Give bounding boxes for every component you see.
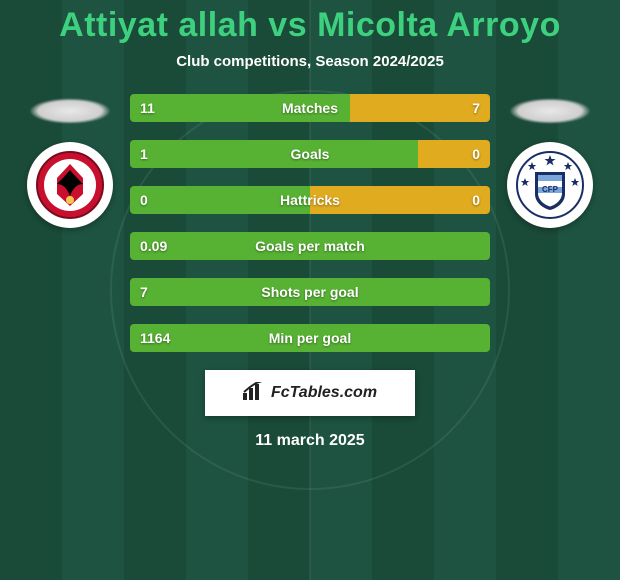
content-wrapper: Attiyat allah vs Micolta Arroyo Club com…: [0, 0, 620, 450]
stat-value-right: 0: [400, 192, 480, 208]
svg-text:CFP: CFP: [542, 185, 559, 194]
left-player-column: [20, 94, 120, 228]
fctables-logo-icon: [243, 382, 265, 405]
player-shadow-right: [509, 98, 591, 124]
stat-bar-overlay: 0.09Goals per match: [130, 232, 490, 260]
page-subtitle: Club competitions, Season 2024/2025: [176, 53, 444, 70]
stat-label: Min per goal: [220, 330, 400, 346]
right-club-badge: CFP: [507, 142, 593, 228]
pachuca-crest-icon: CFP: [515, 150, 585, 220]
right-player-column: CFP: [500, 94, 600, 228]
stat-bar-overlay: 1Goals0: [130, 140, 490, 168]
stats-bars-column: 11Matches71Goals00Hattricks00.09Goals pe…: [130, 94, 490, 352]
stat-value-right: 0: [400, 146, 480, 162]
stat-row: 0Hattricks0: [130, 186, 490, 214]
footer-date: 11 march 2025: [255, 432, 364, 450]
page-title: Attiyat allah vs Micolta Arroyo: [59, 6, 561, 45]
stat-label: Shots per goal: [220, 284, 400, 300]
player-shadow-left: [29, 98, 111, 124]
stat-bar-overlay: 11Matches7: [130, 94, 490, 122]
stat-label: Hattricks: [220, 192, 400, 208]
stat-row: 1Goals0: [130, 140, 490, 168]
stat-row: 0.09Goals per match: [130, 232, 490, 260]
left-club-badge: [27, 142, 113, 228]
footer-brand-badge: FcTables.com: [205, 370, 415, 416]
stat-bar-overlay: 7Shots per goal: [130, 278, 490, 306]
stat-value-right: 7: [400, 100, 480, 116]
stat-label: Goals per match: [220, 238, 400, 254]
stat-value-left: 0.09: [140, 238, 220, 254]
stat-bar-overlay: 0Hattricks0: [130, 186, 490, 214]
main-row: 11Matches71Goals00Hattricks00.09Goals pe…: [0, 94, 620, 352]
stat-value-left: 1: [140, 146, 220, 162]
stat-row: 7Shots per goal: [130, 278, 490, 306]
stat-label: Goals: [220, 146, 400, 162]
stat-value-left: 0: [140, 192, 220, 208]
stat-row: 11Matches7: [130, 94, 490, 122]
stat-label: Matches: [220, 100, 400, 116]
stat-bar-overlay: 1164Min per goal: [130, 324, 490, 352]
al-ahly-crest-icon: [35, 150, 105, 220]
stat-value-left: 7: [140, 284, 220, 300]
stat-value-left: 1164: [140, 330, 220, 346]
stat-row: 1164Min per goal: [130, 324, 490, 352]
stat-value-left: 11: [140, 100, 220, 116]
footer-brand-text: FcTables.com: [271, 384, 377, 402]
